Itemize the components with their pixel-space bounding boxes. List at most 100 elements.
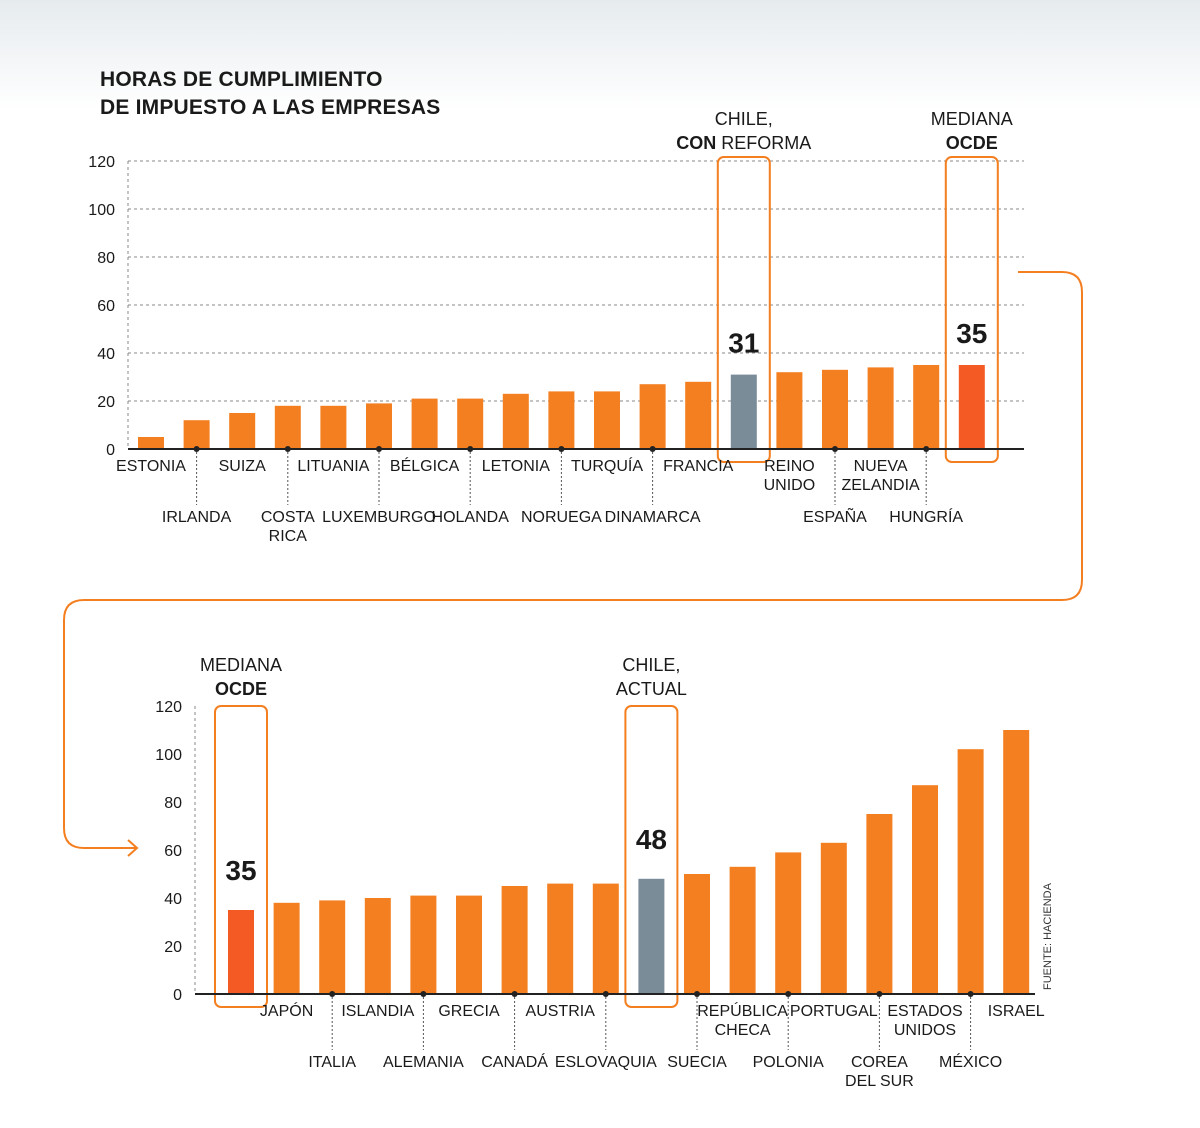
leader-dot xyxy=(649,446,656,452)
bar xyxy=(820,842,847,994)
bar xyxy=(867,367,894,449)
highlight-box xyxy=(944,156,999,463)
highlight-label-part: MEDIANA xyxy=(200,655,282,675)
leader-dot xyxy=(923,446,930,452)
bar xyxy=(957,749,984,994)
bar xyxy=(456,895,482,994)
bar xyxy=(594,391,620,449)
category-label: UNIDO xyxy=(764,477,816,494)
category-label: HUNGRÍA xyxy=(889,507,963,526)
highlight-label: CHILE, xyxy=(622,655,680,675)
highlight-box xyxy=(716,156,771,463)
highlight-label-part: ACTUAL xyxy=(616,679,687,699)
y-tick-label: 120 xyxy=(88,154,115,171)
category-label: UNIDOS xyxy=(894,1022,956,1039)
y-tick-label: 20 xyxy=(164,939,182,956)
category-label: CHECA xyxy=(715,1022,771,1039)
bar xyxy=(273,902,300,994)
highlight-label: ACTUAL xyxy=(616,679,687,699)
leader-dot xyxy=(376,446,382,452)
category-label: MÉXICO xyxy=(939,1052,1002,1071)
bar xyxy=(958,365,985,449)
category-label: SUIZA xyxy=(219,458,266,475)
y-tick-label: 80 xyxy=(97,250,115,267)
category-label: COSTA xyxy=(261,509,315,526)
bar xyxy=(685,381,712,449)
highlight-label-part: CON xyxy=(676,133,716,153)
leader-dot xyxy=(967,991,974,997)
bar xyxy=(138,437,164,449)
category-label: ITALIA xyxy=(308,1054,356,1071)
category-label: REINO xyxy=(764,458,815,475)
bar xyxy=(866,814,893,994)
bar xyxy=(638,878,665,994)
bar xyxy=(228,910,254,994)
leader-dot xyxy=(511,991,518,997)
category-label: COREA xyxy=(851,1054,908,1071)
y-tick-label: 60 xyxy=(97,298,115,315)
connector-arrow xyxy=(63,271,1083,849)
highlight-label: OCDE xyxy=(946,133,998,153)
category-label: AUSTRIA xyxy=(526,1003,596,1020)
chart-title: HORAS DE CUMPLIMIENTO DE IMPUESTO A LAS … xyxy=(100,66,440,122)
category-label: LITUANIA xyxy=(297,458,369,475)
y-tick-label: 0 xyxy=(106,442,115,459)
leader-dot xyxy=(694,991,700,997)
bar xyxy=(502,393,529,449)
bar xyxy=(776,372,803,449)
value-label: 35 xyxy=(225,855,256,886)
bar xyxy=(364,898,391,994)
highlight-label: CHILE, xyxy=(715,109,773,129)
leader-dot xyxy=(420,991,427,997)
bar xyxy=(729,866,756,994)
category-label: BÉLGICA xyxy=(390,456,460,475)
category-label: ALEMANIA xyxy=(383,1054,464,1071)
category-label: FRANCIA xyxy=(663,458,734,475)
y-tick-label: 120 xyxy=(155,699,182,716)
category-label: HOLANDA xyxy=(432,509,510,526)
category-label: ESTADOS xyxy=(887,1003,962,1020)
leader-dot xyxy=(602,991,609,997)
category-label: SUECIA xyxy=(667,1054,727,1071)
category-label: POLONIA xyxy=(753,1054,824,1071)
y-tick-label: 0 xyxy=(173,987,182,1004)
arrow-head xyxy=(127,839,139,857)
category-label: TURQUÍA xyxy=(571,456,643,475)
category-label: ISRAEL xyxy=(988,1003,1045,1020)
highlight-label: MEDIANA xyxy=(200,655,282,675)
category-label: ZELANDIA xyxy=(841,477,920,494)
y-tick-label: 40 xyxy=(97,346,115,363)
leader-dot xyxy=(558,446,565,452)
leader-dot xyxy=(832,446,838,452)
bar xyxy=(501,886,528,994)
category-label: CANADÁ xyxy=(481,1052,548,1071)
bar xyxy=(1003,730,1030,994)
value-label: 31 xyxy=(728,328,759,359)
bar xyxy=(639,384,666,449)
bar xyxy=(548,391,575,449)
bar xyxy=(229,413,256,449)
y-tick-label: 80 xyxy=(164,795,182,812)
value-label: 48 xyxy=(636,824,667,855)
category-label: LUXEMBURGO xyxy=(322,509,436,526)
highlight-label-part: OCDE xyxy=(946,133,998,153)
y-tick-label: 20 xyxy=(97,394,115,411)
title-line-2: DE IMPUESTO A LAS EMPRESAS xyxy=(100,96,441,119)
source-note: FUENTE: HACIENDA xyxy=(1042,883,1054,990)
leader-dot xyxy=(329,991,336,997)
bar xyxy=(547,883,574,994)
bar xyxy=(319,900,346,994)
highlight-label: CON REFORMA xyxy=(676,133,811,153)
category-label: IRLANDA xyxy=(162,509,232,526)
bar xyxy=(183,420,210,449)
leader-dot xyxy=(284,446,291,452)
bar xyxy=(684,874,710,994)
y-tick-label: 40 xyxy=(164,891,182,908)
bar xyxy=(775,852,802,994)
leader-dot xyxy=(467,446,474,452)
highlight-label-part: CHILE, xyxy=(715,109,773,129)
highlight-label: MEDIANA xyxy=(931,109,1013,129)
category-label: ISLANDIA xyxy=(341,1003,414,1020)
category-label: RICA xyxy=(269,528,308,545)
